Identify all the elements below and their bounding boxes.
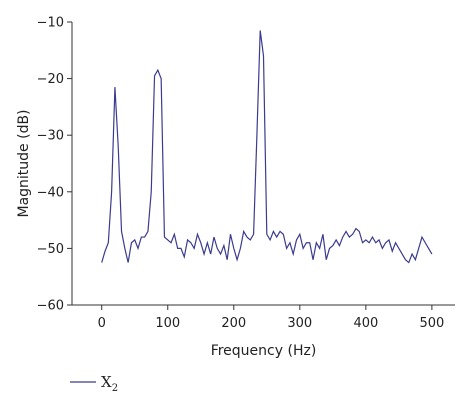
x-tick-label: 200 [221, 316, 246, 331]
legend-label-subscript: 2 [112, 383, 118, 394]
legend: X2 [70, 373, 118, 394]
y-tick-label: −40 [37, 185, 64, 200]
series-line-x2 [101, 30, 433, 264]
axis-ticks: 0 100 200 300 400 500 −10 −20 −30 −40 −50 −60 [37, 16, 445, 332]
y-tick-label: −20 [37, 72, 64, 87]
x-tick-label: 300 [287, 316, 312, 331]
y-tick-label: −30 [37, 129, 64, 144]
y-tick-label: −10 [37, 16, 64, 31]
x-tick-label: 500 [419, 316, 444, 331]
y-axis-title: Magnitude (dB) [16, 109, 32, 217]
y-tick-label: −50 [37, 242, 64, 257]
x-axis-title: Frequency (Hz) [211, 343, 317, 359]
x-tick-label: 0 [98, 316, 106, 331]
y-tick-label: −60 [37, 299, 64, 314]
axes-frame [71, 22, 455, 306]
x-tick-label: 100 [155, 316, 180, 331]
x-tick-label: 400 [353, 316, 378, 331]
legend-label: X2 [101, 373, 118, 394]
legend-label-main: X [101, 373, 112, 391]
